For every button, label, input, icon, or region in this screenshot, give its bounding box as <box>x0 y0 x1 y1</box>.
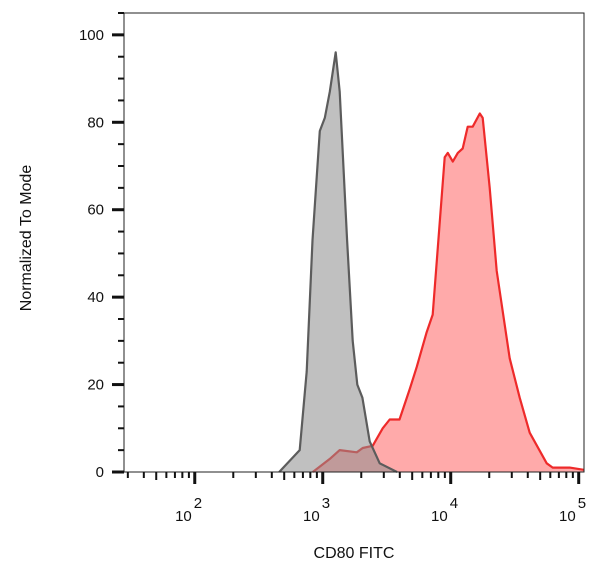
plot-frame <box>123 12 585 473</box>
y-tick-label: 60 <box>87 202 104 219</box>
x-tick-label-exponent: 5 <box>578 495 586 512</box>
x-tick-label-exponent: 4 <box>450 495 458 512</box>
series-0-line <box>312 112 584 473</box>
series-0-area <box>312 113 584 472</box>
y-tick-label: 100 <box>79 27 104 44</box>
x-tick-label-exponent: 2 <box>194 495 202 512</box>
y-tick-label: 80 <box>87 114 104 131</box>
y-tick-label: 20 <box>87 377 104 394</box>
series-1-line <box>278 51 398 473</box>
x-tick-label-base: 10 <box>559 508 576 525</box>
series-layer <box>278 51 584 473</box>
x-tick-label-base: 10 <box>303 508 320 525</box>
x-tick-label-exponent: 3 <box>322 495 330 512</box>
series-1-area <box>279 52 397 473</box>
y-axis-title: Normalized To Mode <box>18 165 35 312</box>
y-tick-label: 40 <box>87 289 104 306</box>
x-tick-label-base: 10 <box>431 508 448 525</box>
y-tick-label: 0 <box>96 464 104 481</box>
x-axis-title: CD80 FITC <box>314 545 395 562</box>
x-tick-label-base: 10 <box>175 508 192 525</box>
